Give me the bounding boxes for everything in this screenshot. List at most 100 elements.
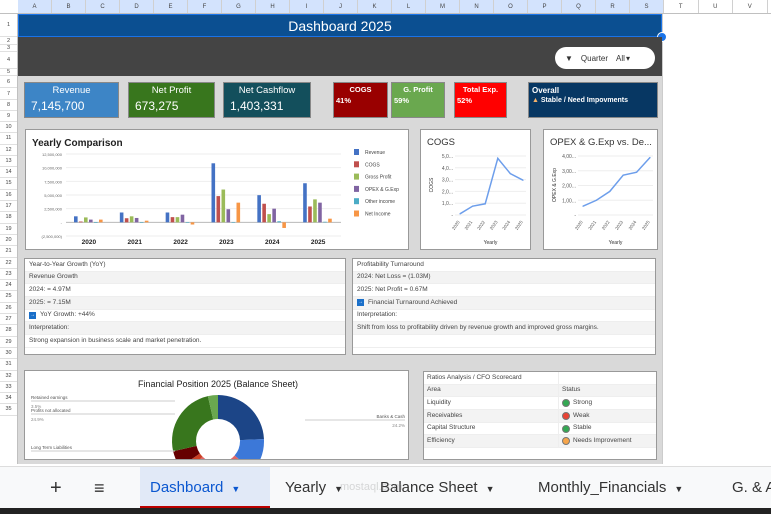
row-header[interactable]: 8 [0,100,17,111]
opex-chart[interactable]: OPEX & G.Exp vs. De... - 1,00... 2,00... 3,0… [543,129,658,250]
kpi-card-net-profit: Net Profit 673,275 [128,82,215,118]
bar-opex-g-exp [89,219,93,223]
row-header[interactable]: 29 [0,337,17,348]
column-header[interactable]: I [290,0,324,13]
status-text: Status [562,386,581,394]
row-header[interactable]: 14 [0,167,17,179]
all-sheets-menu-icon[interactable]: ≡ [94,478,105,498]
kpi-label: COGS [349,85,372,94]
column-header[interactable]: N [460,0,494,13]
column-header[interactable]: S [630,0,664,13]
table-row: 2025: = 7.15M [25,297,345,310]
column-header[interactable]: P [528,0,562,13]
row-header[interactable]: 11 [0,133,17,145]
row-header[interactable]: 24 [0,280,17,292]
row-header[interactable]: 12 [0,145,17,156]
sheet-tab-yearly[interactable]: Yearly ▼ [275,467,365,509]
row-header[interactable]: 13 [0,156,17,168]
row-header[interactable]: 32 [0,371,17,382]
quarter-filter[interactable]: ▼ Quarter All ▾ [555,47,655,69]
column-header[interactable]: Q [562,0,596,13]
column-header[interactable]: O [494,0,528,13]
row-header[interactable]: 6 [0,76,17,88]
column-header[interactable]: A [18,0,52,13]
column-header[interactable]: M [426,0,460,13]
slice-label: Retained earnings [31,395,68,400]
kpi-card-cogs: COGS 41% [333,82,388,118]
row-header[interactable]: 21 [0,246,17,258]
row-header[interactable]: 5 [0,69,17,76]
table-row: Interpretation: [25,322,345,336]
row-header[interactable]: 20 [0,235,17,247]
area-cell: Efficiency [424,434,559,448]
row-header[interactable]: 34 [0,393,17,405]
y-tick-label: 2,500,000 [44,207,63,212]
sheet-tab-g-a[interactable]: G. & A [722,467,771,509]
yearly-comparison-chart[interactable]: Yearly Comparison (2,500,000) - 2,500,000 5,… [25,129,409,250]
row-text: Interpretation: [29,323,70,331]
column-header[interactable]: C [86,0,120,13]
column-header[interactable]: G [222,0,256,13]
row-header[interactable]: 31 [0,359,17,371]
data-point [484,203,486,205]
table-row: Strong expansion in business scale and m… [25,335,345,348]
chevron-down-icon[interactable]: ▼ [334,484,344,494]
column-header[interactable]: L [392,0,426,13]
chevron-down-icon[interactable]: ▼ [231,484,241,494]
table-row: 2024: = 4.97M [25,284,345,298]
data-point [609,190,611,192]
row-header[interactable]: 23 [0,269,17,281]
column-header[interactable]: J [324,0,358,13]
bar-net-income [99,219,103,223]
row-header[interactable]: 4 [0,52,17,69]
row-header[interactable]: 27 [0,314,17,326]
row-header[interactable]: 16 [0,190,17,202]
row-header[interactable]: 17 [0,201,17,213]
row-header[interactable]: 30 [0,348,17,360]
table-row: Area Status [424,384,656,398]
row-header[interactable]: 9 [0,111,17,122]
data-point [497,157,499,159]
x-tick-label: 2023 [614,219,624,230]
row-header[interactable]: 28 [0,325,17,337]
row-header[interactable]: 25 [0,291,17,303]
row-header[interactable]: 2 [0,37,17,45]
row-header[interactable]: 1 [0,14,17,37]
row-header[interactable]: 19 [0,224,17,235]
column-header[interactable]: E [154,0,188,13]
row-header[interactable]: 26 [0,303,17,315]
row-header[interactable]: 3 [0,45,17,52]
add-sheet-button[interactable]: + [50,477,62,499]
dashboard-title[interactable]: Dashboard 2025 [18,14,662,37]
sheet-tab-dashboard[interactable]: Dashboard ▼ [140,467,270,509]
row-header[interactable]: 22 [0,258,17,269]
y-tick-label: 5,0... [442,154,453,160]
row-header[interactable]: 18 [0,212,17,224]
column-header[interactable]: V [733,0,768,13]
sheet-tab-balance-sheet[interactable]: Balance Sheet ▼ [370,467,520,509]
column-header[interactable]: R [596,0,630,13]
chevron-down-icon[interactable]: ▼ [485,484,495,494]
balance-sheet-chart[interactable]: Financial Position 2025 (Balance Sheet) R… [24,370,409,460]
bar-cogs [79,221,83,223]
column-header[interactable]: B [52,0,86,13]
row-header[interactable]: 35 [0,404,17,416]
kpi-value: 7,145,700 [31,99,85,113]
cogs-chart[interactable]: COGS -1,0... 2,0... 3,0... 4,0... 5,0... 2020 2… [420,129,531,250]
data-point [649,156,651,159]
column-header[interactable]: K [358,0,392,13]
column-header[interactable]: U [698,0,733,13]
table-row: Interpretation: [353,310,655,323]
empty-columns[interactable] [662,14,771,464]
column-header[interactable]: F [188,0,222,13]
slice-label: Profits not allocated [31,408,71,413]
sheet-tab-monthly-financials[interactable]: Monthly_Financials ▼ [528,467,713,509]
chevron-down-icon[interactable]: ▼ [674,484,684,494]
row-header[interactable]: 15 [0,178,17,190]
row-header[interactable]: 7 [0,88,17,100]
column-header[interactable]: T [664,0,699,13]
row-header[interactable]: 33 [0,382,17,394]
row-header[interactable]: 10 [0,122,17,134]
column-header[interactable]: D [120,0,154,13]
column-header[interactable]: H [256,0,290,13]
